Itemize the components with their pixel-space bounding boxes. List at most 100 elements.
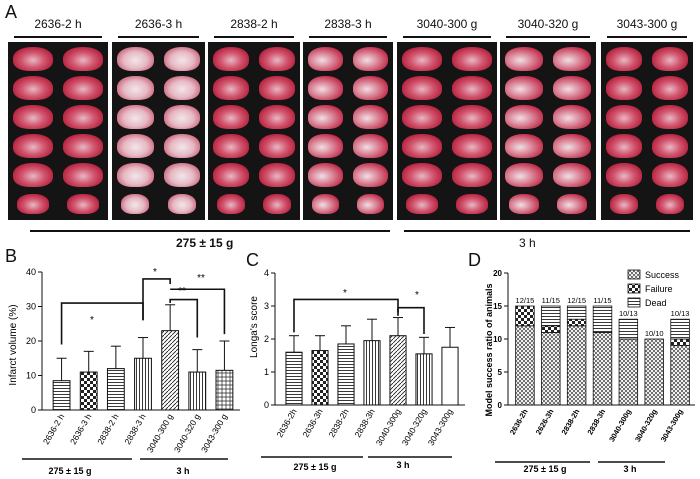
brain-slice: [121, 194, 150, 214]
group-label: 2636-2 h: [34, 17, 82, 31]
brain-slice: [353, 134, 388, 158]
group-label: 2838-3 h: [324, 17, 372, 31]
brain-slice: [259, 134, 295, 158]
y-tick-label: 3: [264, 301, 269, 311]
x-tick-label: 2636-3 h: [68, 412, 94, 446]
brain-slice: [509, 194, 539, 214]
brain-slice: [609, 194, 639, 214]
bar: [188, 371, 207, 411]
x-tick-label: 2636-3h: [300, 407, 324, 439]
x-tick-label: 3040-320g: [633, 407, 659, 443]
bar: [441, 346, 459, 406]
sig-marker: *: [343, 288, 347, 299]
group-label-underline: [607, 36, 687, 38]
stacked-bar-segment: [515, 305, 535, 327]
brain-slice: [553, 76, 591, 100]
infarct-volume-chart: Infarct volume (%) * * ** ** 275 ± 15 g …: [8, 267, 240, 476]
brain-slice: [163, 163, 200, 187]
significance-bracket: [169, 298, 199, 338]
brain-slice: [402, 134, 442, 158]
stacked-bar-segment: [592, 332, 613, 406]
brain-slice: [259, 163, 295, 187]
brain-slice: [652, 105, 688, 129]
bar: [215, 369, 234, 411]
brain-slice: [13, 134, 53, 158]
bar: [389, 335, 407, 406]
brain-slice: [213, 134, 249, 158]
brain-slice: [452, 76, 492, 100]
group-label-underline: [14, 36, 102, 38]
legend-swatch: [627, 283, 641, 294]
ratio-label: 11/15: [593, 296, 611, 305]
brain-slice: [557, 194, 587, 214]
group-label-time: 3 h: [396, 460, 409, 470]
time-group-label: 3 h: [519, 236, 536, 250]
brain-slice: [163, 134, 200, 158]
x-tick-label: 2636-2h: [274, 407, 298, 439]
brain-slice: [553, 163, 591, 187]
brain-slice: [117, 47, 154, 71]
x-tick-label: 3040-320 g: [172, 412, 202, 454]
brain-slice: [63, 76, 103, 100]
brain-slice-photo: [397, 42, 497, 220]
brain-slice: [308, 105, 343, 129]
y-tick-label: 15: [493, 302, 502, 311]
brain-slice: [67, 194, 99, 214]
brain-slice: [606, 163, 642, 187]
brain-slice: [63, 134, 103, 158]
ratio-label: 10/13: [671, 309, 690, 318]
time-group-line: [404, 230, 690, 232]
group-label-underline: [309, 36, 387, 38]
significance-bracket: [170, 288, 226, 335]
legend-swatch: [627, 297, 641, 308]
brain-slice: [652, 76, 688, 100]
panel-d-letter: D: [468, 250, 481, 270]
brain-slice: [308, 163, 343, 187]
brain-slice: [13, 76, 53, 100]
group-label-weight: 275 ± 15 g: [294, 462, 337, 472]
brain-slice: [353, 105, 388, 129]
bar: [363, 340, 381, 406]
sig-marker: *: [415, 290, 419, 301]
x-tick-label: 2838-2 h: [95, 412, 121, 446]
x-tick-label: 2838-3 h: [122, 412, 148, 446]
x-tick-label: 3040-300g: [607, 407, 633, 443]
brain-slice: [402, 47, 442, 71]
bar: [79, 371, 98, 411]
legend-swatch: [627, 269, 641, 280]
group-label-weight: 275 ± 15 g: [49, 466, 92, 476]
brain-slice: [353, 47, 388, 71]
stacked-bar-segment: [670, 318, 690, 340]
stacked-bar-segment: [541, 332, 561, 406]
brain-slice: [456, 194, 488, 214]
longa-score-chart: Longa's score * * 275 ± 15 g 3 h 0 1 2 3 4 26…: [249, 268, 465, 472]
stacked-bar-segment: [670, 345, 690, 406]
brain-slice: [505, 163, 543, 187]
group-label-time: 3 h: [176, 466, 189, 476]
brain-slice: [606, 105, 642, 129]
group-label-underline: [506, 36, 590, 38]
brain-slice: [553, 105, 591, 129]
brain-slice: [13, 47, 53, 71]
group-label-underline: [118, 36, 199, 38]
stacked-bar-segment: [566, 325, 587, 406]
group-label-time: 3 h: [623, 464, 636, 474]
brain-slice: [117, 76, 154, 100]
sig-marker: **: [178, 286, 186, 297]
brain-slice: [117, 163, 154, 187]
legend-label: Failure: [645, 284, 673, 294]
group-label: 3043-300 g: [616, 17, 678, 31]
x-tick-label: 3043-300 g: [199, 412, 229, 454]
brain-slice: [259, 47, 295, 71]
brain-slice: [308, 76, 343, 100]
y-tick-label: 40: [26, 267, 36, 277]
x-tick-label: 2838-3h: [585, 407, 607, 436]
stacked-bar-segment: [618, 318, 639, 340]
x-tick-label: 3043-300g: [659, 407, 685, 443]
brain-slice: [452, 134, 492, 158]
y-tick-label: 4: [264, 268, 269, 278]
stacked-bar-segment: [541, 305, 561, 327]
brain-slice: [163, 105, 200, 129]
sig-marker: *: [153, 267, 157, 278]
panel-b-letter: B: [5, 246, 18, 266]
